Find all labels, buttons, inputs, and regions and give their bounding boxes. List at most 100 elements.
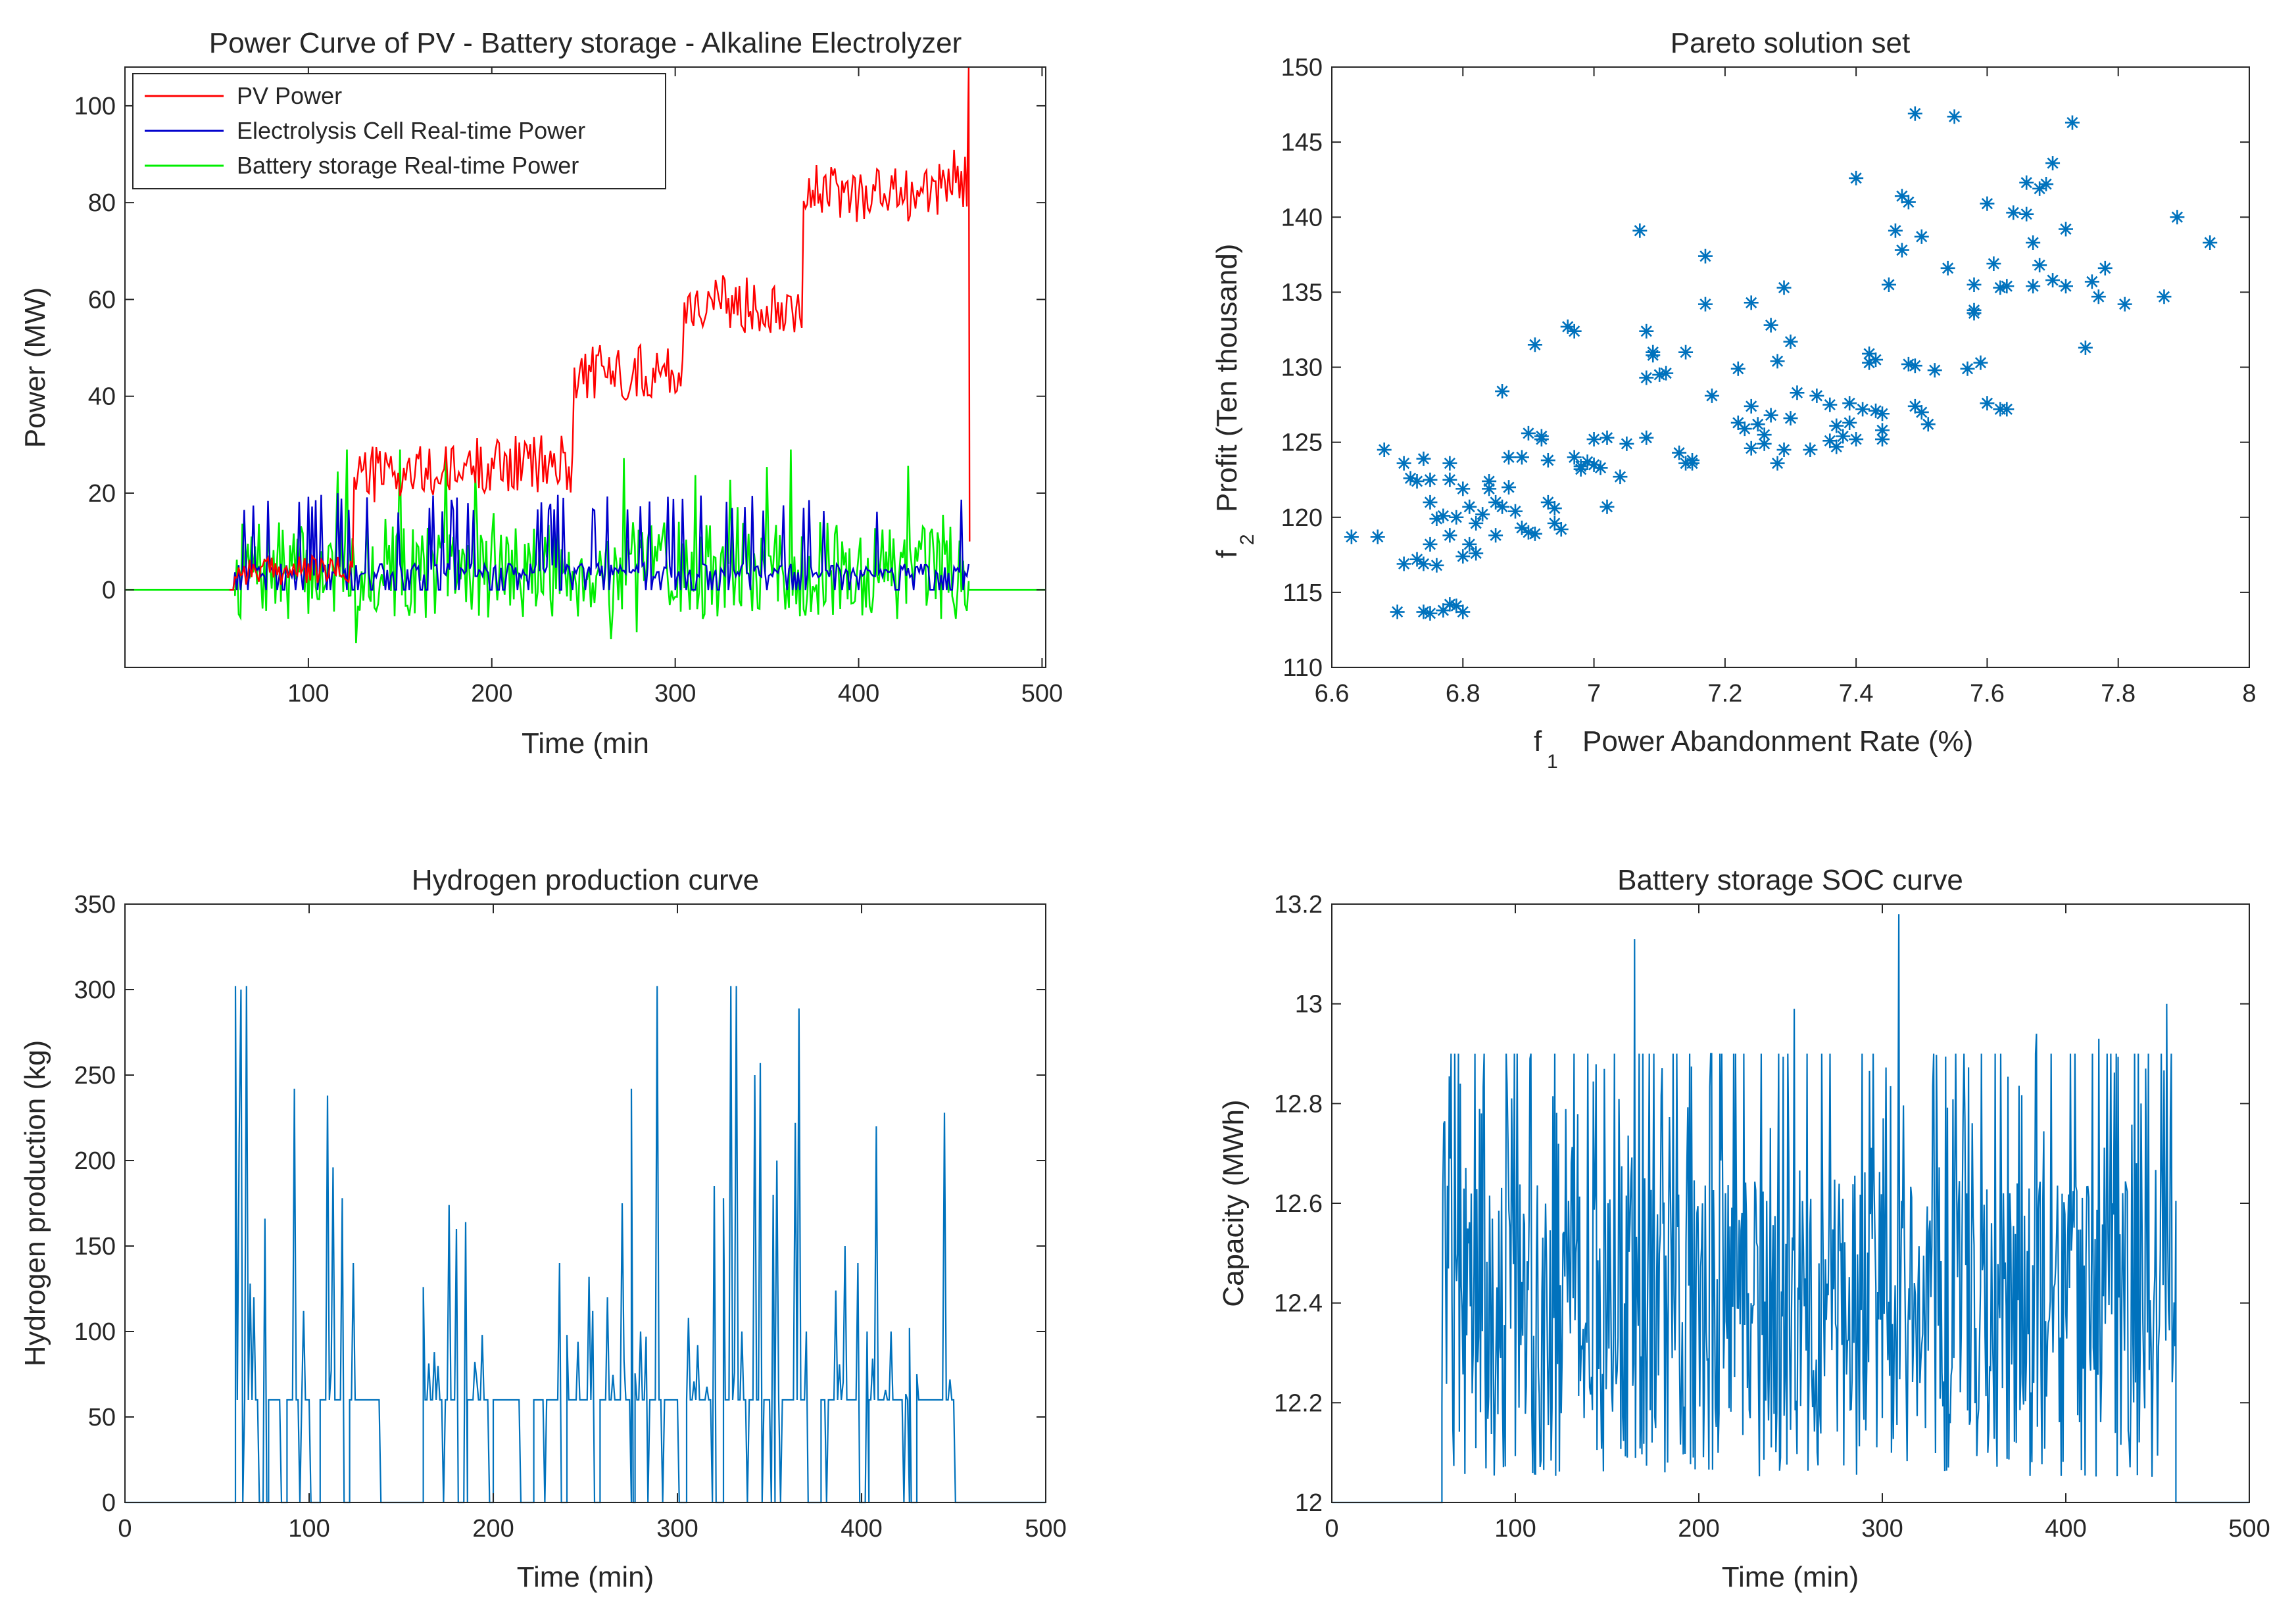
pareto-point [1508, 504, 1523, 519]
pareto-y-label-text: Profit (Ten thousand) [1211, 244, 1243, 512]
pareto-point [2032, 258, 2047, 273]
soc-ticks: 0 100 200 300 400 500 12 12.2 12.4 12.6 12.8 13 13.2 [1274, 891, 2270, 1543]
pareto-point [1429, 558, 1444, 573]
power-chart-title: Power Curve of PV - Battery storage - Al… [209, 27, 962, 59]
pareto-y-tick-label: 115 [1282, 579, 1323, 607]
pareto-y-tick-label: 130 [1281, 354, 1323, 382]
pareto-point [1377, 443, 1392, 458]
pareto-ticks: 6.6 6.8 7 7.2 7.4 7.6 7.8 8 110 115 120 125 130 135 14… [1281, 54, 2257, 708]
pareto-point [1901, 356, 1916, 372]
power-curve-chart: 100 200 300 400 500 0 20 40 60 80 100 Power Curve … [19, 27, 1063, 759]
pareto-chart-title: Pareto solution set [1671, 27, 1910, 59]
pareto-point [1639, 370, 1654, 385]
pareto-point [1502, 450, 1517, 465]
soc-series-line [1332, 914, 2249, 1504]
soc-x-tick-label: 500 [2228, 1515, 2270, 1543]
pareto-point [1462, 499, 1477, 514]
pareto-point [1580, 454, 1595, 469]
soc-y-tick-label: 12.4 [1274, 1290, 1323, 1318]
pareto-point [1783, 411, 1798, 426]
pareto-point [2019, 175, 2034, 190]
pareto-point [1449, 598, 1464, 613]
pareto-point [1639, 430, 1654, 445]
power-x-tick-label: 200 [471, 680, 512, 708]
pareto-point [1442, 472, 1457, 487]
pareto-point [1993, 280, 2008, 295]
pareto-point [2117, 297, 2132, 312]
pareto-point [1783, 334, 1798, 349]
pareto-point [2045, 156, 2061, 171]
pareto-point [1482, 473, 1497, 489]
pareto-point [1488, 528, 1503, 543]
soc-y-tick-label: 12.2 [1274, 1389, 1323, 1417]
pareto-point [1652, 367, 1667, 382]
pareto-point [1980, 396, 1995, 411]
hydrogen-y-tick-label: 100 [74, 1318, 116, 1346]
pareto-point [2084, 274, 2099, 289]
pareto-point [1416, 604, 1431, 619]
pareto-point [1527, 337, 1542, 352]
pareto-point [1416, 556, 1431, 571]
pareto-point [1730, 361, 1746, 376]
pareto-point [1829, 439, 1844, 454]
pareto-point [1613, 469, 1628, 485]
hydrogen-x-tick-label: 300 [656, 1515, 698, 1543]
soc-x-tick-label: 100 [1494, 1515, 1536, 1543]
hydrogen-y-tick-label: 50 [88, 1404, 116, 1431]
pareto-point [1907, 358, 1922, 373]
power-x-axis-label: Time (min [522, 727, 649, 759]
pareto-point [1475, 507, 1490, 522]
pareto-point [1894, 189, 1909, 204]
soc-y-tick-label: 13 [1295, 991, 1323, 1019]
hydrogen-x-tick-label: 200 [472, 1515, 514, 1543]
power-x-tick-label: 100 [287, 680, 329, 708]
pareto-point [1659, 366, 1674, 381]
pareto-point [1442, 528, 1457, 543]
pareto-point [1698, 249, 1713, 264]
pareto-point [1495, 499, 1510, 514]
hydrogen-y-tick-label: 300 [74, 976, 116, 1004]
pareto-x-label-text: Power Abandonment Rate (%) [1582, 725, 1973, 757]
pareto-point [1502, 480, 1517, 495]
pareto-plot-area [1332, 67, 2249, 667]
hydrogen-y-axis-label: Hydrogen production (kg) [19, 1040, 51, 1366]
hydrogen-x-tick-label: 400 [841, 1515, 882, 1543]
pareto-point [1469, 546, 1484, 561]
pareto-point [1809, 388, 1824, 403]
pareto-point [2026, 235, 2041, 251]
pareto-point [2026, 279, 2041, 294]
pareto-point [1763, 318, 1778, 333]
pareto-point [1757, 427, 1772, 443]
soc-x-tick-label: 0 [1325, 1515, 1338, 1543]
soc-y-tick-label: 13.2 [1274, 891, 1323, 919]
power-x-tick-label: 500 [1021, 680, 1063, 708]
pareto-y-tick-label: 125 [1281, 429, 1323, 457]
pareto-y-tick-label: 150 [1281, 54, 1323, 82]
pareto-y-label-subscript: 2 [1236, 534, 1258, 545]
pareto-point [1600, 430, 1615, 445]
pareto-point [2157, 289, 2172, 304]
pareto-point [1442, 597, 1457, 612]
pareto-y-axis-label: f 2 Profit (Ten thousand) [1211, 244, 1258, 558]
pareto-point [1442, 456, 1457, 471]
soc-capacity-line [1332, 914, 2249, 1504]
pareto-point [1396, 556, 1411, 571]
soc-x-tick-label: 200 [1678, 1515, 1719, 1543]
pareto-point [1586, 457, 1601, 472]
pareto-point [1429, 512, 1444, 527]
pareto-point [1514, 450, 1529, 465]
pareto-point [1842, 396, 1857, 411]
power-y-tick-label: 20 [88, 480, 116, 508]
pareto-point [1632, 223, 1648, 238]
pareto-point [1646, 345, 1661, 360]
hydrogen-production-chart: 0 100 200 300 400 500 0 50 100 150 200 250 300 350 Hy… [19, 864, 1067, 1593]
pareto-point [1567, 324, 1582, 339]
pareto-point [1553, 522, 1569, 537]
hydrogen-x-tick-label: 500 [1025, 1515, 1066, 1543]
power-legend: PV Power Electrolysis Cell Real-time Pow… [132, 73, 666, 189]
hydrogen-plot-area [125, 904, 1046, 1502]
pareto-point [1482, 481, 1497, 496]
pareto-points [1344, 106, 2218, 621]
pareto-point [1875, 432, 1890, 447]
pareto-x-tick-label: 7.4 [1839, 680, 1874, 708]
